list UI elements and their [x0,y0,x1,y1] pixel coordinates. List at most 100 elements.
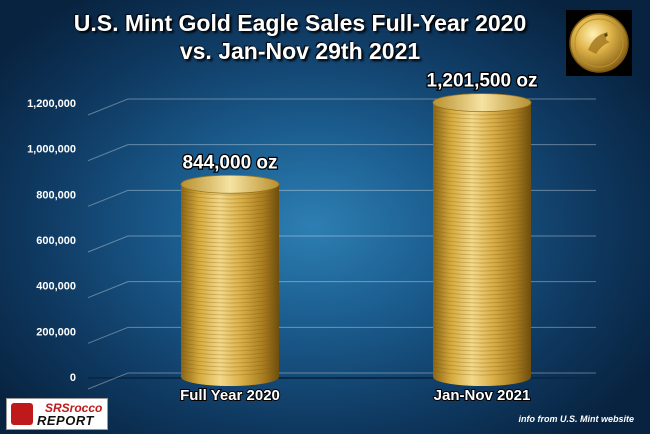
y-tick-label: 1,000,000 [27,144,76,156]
coin-edge [180,354,280,360]
coin-edge [180,362,280,368]
coin-edge [180,350,280,356]
coin-edge [432,242,532,248]
bar-top [432,93,532,113]
x-category-label: Full Year 2020 [180,387,280,404]
coin-edge [432,266,532,272]
coin-edge [180,274,280,280]
coin-edge [432,234,532,240]
coin-edge [432,338,532,344]
coin-edge [180,214,280,220]
data-label: 1,201,500 oz [427,71,538,92]
coin-edge [432,110,532,116]
coin-edge [432,230,532,236]
coin-edge [180,238,280,244]
y-tick-label: 1,200,000 [27,98,76,110]
coin-edge [432,286,532,292]
coin-edge [180,234,280,240]
coin-edge [180,266,280,272]
chart-title-line-1: U.S. Mint Gold Eagle Sales Full-Year 202… [73,10,527,36]
coin-edge [432,186,532,192]
coin-edge [432,154,532,160]
coin-edge [180,294,280,300]
coin-edge [432,198,532,204]
coin-edge [180,334,280,340]
coin-edge [432,166,532,172]
coin-edge [432,306,532,312]
coin-edge [432,246,532,252]
coin-edge [432,362,532,368]
coin-edge [180,262,280,268]
data-label: 844,000 oz [182,152,277,173]
coin-edge [180,194,280,200]
coin-edge [432,238,532,244]
coin-edge [432,130,532,136]
coin-edge [432,346,532,352]
srsrocco-logo-icon: SRSrocco REPORT [6,398,108,430]
coin-edge [432,358,532,364]
coin-edge [432,202,532,208]
x-category-label: Jan-Nov 2021 [434,387,531,404]
coin-edge [180,210,280,216]
coin-edge [432,298,532,304]
coin-edge [180,338,280,344]
coin-edge [432,190,532,196]
coin-edge [432,226,532,232]
y-tick-label: 800,000 [36,189,76,201]
coin-edge [180,254,280,260]
y-tick-label: 400,000 [36,281,76,293]
coin-edge [432,210,532,216]
coin-edge [180,230,280,236]
coin-edge [180,330,280,336]
coin-edge [432,318,532,324]
coin-edge [432,162,532,168]
coin-edge [432,222,532,228]
coin-edge [180,270,280,276]
bar-base [433,368,531,386]
coin-edge [180,190,280,196]
logo-text-top: SRSrocco [45,401,103,415]
coin-edge [180,358,280,364]
y-tick-label: 0 [70,372,76,384]
coin-edge [432,206,532,212]
coin-edge [180,218,280,224]
coin-edge [180,298,280,304]
coin-edge [432,294,532,300]
coin-edge [180,202,280,208]
coin-edge [180,366,280,372]
coin-edge [432,126,532,132]
coin-edge [432,274,532,280]
bar [180,174,280,386]
coin-edge [432,250,532,256]
logo-mark [11,403,33,425]
bar-base [181,368,279,386]
coin-edge [432,122,532,128]
coin-edge [180,342,280,348]
coin-edge [180,206,280,212]
coin-edge [432,370,532,376]
coin-edge [180,346,280,352]
coin-edge [180,290,280,296]
coin-edge [180,250,280,256]
coin-edge [432,254,532,260]
coin-edge [432,182,532,188]
coin-edge [432,350,532,356]
coin-edge [180,326,280,332]
coin-edge [432,282,532,288]
coin-edge [180,310,280,316]
coin-edge [180,278,280,284]
coin-edge [432,170,532,176]
coin-edge [180,370,280,376]
logo-text-bottom: REPORT [37,413,94,428]
coin-edge [180,322,280,328]
coin-edge [432,290,532,296]
coin-edge [180,302,280,308]
source-note: info from U.S. Mint website [518,414,634,424]
coin-edge [180,222,280,228]
bar-body [433,102,531,377]
coin-edge [432,178,532,184]
y-tick-label: 600,000 [36,235,76,247]
coin-edge [432,142,532,148]
